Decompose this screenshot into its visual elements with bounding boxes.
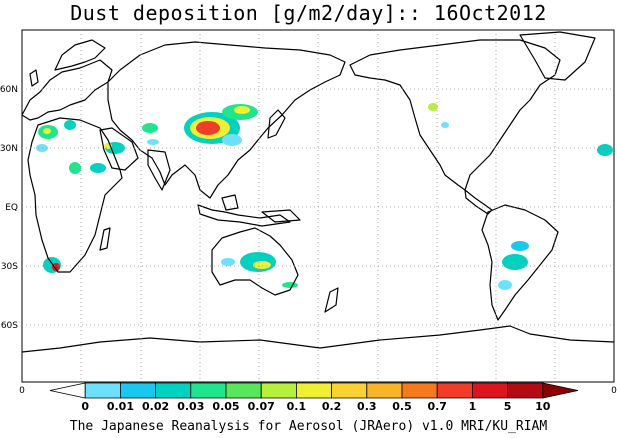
borneo-coast	[221, 194, 239, 211]
colorbar-swatch-9	[366, 382, 403, 399]
colorbar-swatch-2	[120, 382, 156, 399]
indonesia-coast	[197, 204, 291, 227]
lat-label: 60S	[1, 321, 18, 331]
colorbar-swatch-14	[542, 382, 579, 399]
greenland-coast	[519, 31, 596, 81]
india-coast	[147, 149, 171, 191]
lat-label: 30N	[0, 144, 18, 154]
lat-label: 30S	[1, 262, 18, 272]
scandinavia-coast	[54, 39, 106, 71]
lon-label-left: 0	[19, 386, 25, 396]
colorbar-tick-label: 0.02	[142, 400, 169, 413]
north-america-coast	[349, 39, 561, 191]
dust-taklimakan-gobi	[142, 104, 258, 146]
dust-kalahari	[43, 257, 61, 273]
new-guinea-coast	[261, 209, 301, 223]
uk-coast	[29, 69, 39, 87]
europe-coast	[21, 59, 113, 121]
colorbar-tick-label: 0.07	[248, 400, 275, 413]
africa-coast	[27, 117, 123, 273]
colorbar-swatch-5	[225, 382, 262, 399]
central-america-coast	[464, 189, 493, 215]
south-america-coast	[481, 204, 559, 321]
madagascar-coast	[99, 227, 111, 251]
colorbar-swatch-11	[436, 382, 473, 399]
colorbar-swatch-1	[84, 382, 121, 399]
dust-deposition-layer	[36, 103, 613, 290]
colorbar-swatch-3	[155, 382, 192, 399]
colorbar-tick-label: 0.5	[392, 400, 412, 413]
antarctica-coast	[21, 325, 615, 353]
dust-australia	[221, 252, 298, 288]
colorbar-tick-label: 0.05	[212, 400, 239, 413]
colorbar-tick-label: 0.7	[427, 400, 447, 413]
arabia-coast	[99, 127, 139, 171]
colorbar-swatch-12	[472, 382, 508, 399]
footer-caption: The Japanese Reanalysis for Aerosol (JRA…	[69, 419, 548, 434]
colorbar-tick-label: 0.1	[287, 400, 307, 413]
dust-north-america	[428, 103, 449, 128]
colorbar-swatch-6	[260, 382, 297, 399]
colorbar-swatch-4	[190, 382, 227, 399]
australia-coast	[211, 227, 299, 296]
colorbar-tick-label: 0.01	[107, 400, 134, 413]
colorbar-swatch-7	[296, 382, 332, 399]
new-zealand-coast	[324, 287, 339, 313]
lat-label: EQ	[5, 203, 18, 213]
colorbar-tick-label: 0.3	[357, 400, 377, 413]
colorbar: 0 0.01 0.02 0.03 0.05 0.07 0.1 0.2 0.3 0.5 0.7 1 5 10	[49, 382, 579, 413]
lat-label: 60N	[0, 85, 18, 95]
latitude-labels: 60N 30N EQ 30S 60S	[0, 85, 18, 331]
japan-coast	[267, 109, 286, 139]
lon-label-right: 0	[611, 386, 617, 396]
colorbar-swatch-0	[49, 382, 86, 399]
colorbar-tick-label: 0.03	[177, 400, 204, 413]
colorbar-tick-label: 1	[469, 400, 477, 413]
colorbar-tick-label: 10	[535, 400, 551, 413]
colorbar-tick-label: 0	[81, 400, 89, 413]
dust-south-america	[498, 241, 529, 290]
gridlines	[22, 30, 614, 382]
coastlines	[21, 31, 615, 353]
colorbar-swatch-13	[507, 382, 544, 399]
map-title: Dust deposition [g/m2/day]:: 16Oct2012	[70, 1, 547, 25]
colorbar-swatch-8	[331, 382, 368, 399]
dust-misc	[147, 139, 613, 156]
colorbar-tick-label: 0.2	[322, 400, 342, 413]
dust-sahara	[36, 120, 106, 174]
colorbar-swatch-10	[401, 382, 438, 399]
colorbar-tick-label: 5	[504, 400, 512, 413]
